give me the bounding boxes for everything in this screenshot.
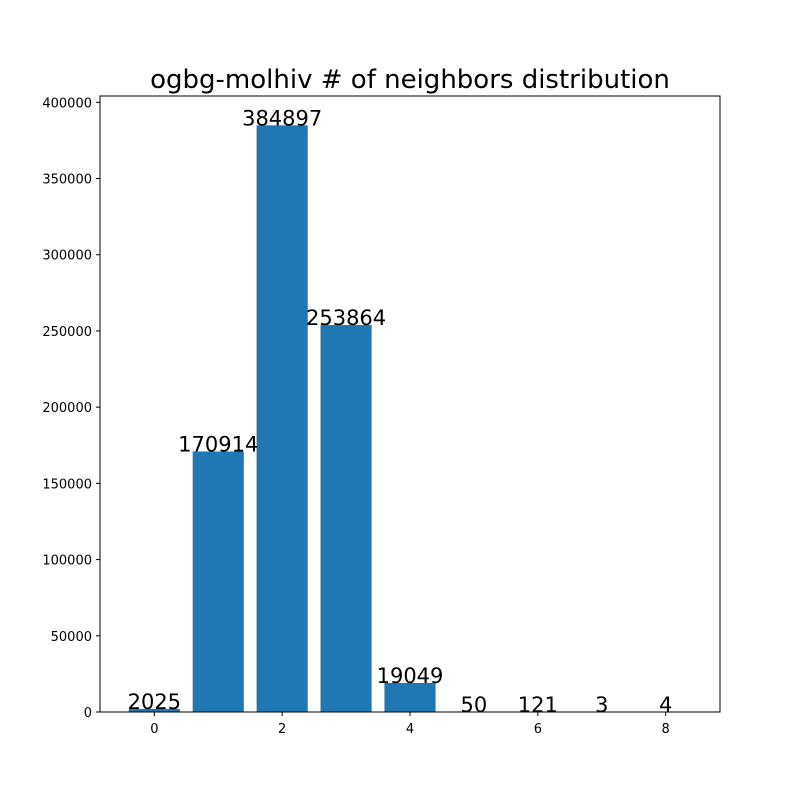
x-axis: 0 2 4 6 8 [150, 712, 670, 737]
data-label-5: 50 [461, 693, 488, 717]
y-tick-label: 100000 [42, 554, 92, 569]
x-tick-label: 2 [278, 722, 286, 737]
bar-3 [320, 325, 372, 712]
data-label-0: 2025 [128, 690, 181, 714]
y-tick-label: 350000 [42, 173, 92, 188]
bar-1 [192, 451, 244, 712]
data-label-7: 3 [595, 693, 608, 717]
y-axis: 0 50000 100000 150000 200000 250000 300000 3500… [42, 96, 100, 721]
data-label-2: 384897 [242, 106, 322, 130]
y-tick-label: 150000 [42, 477, 92, 492]
data-label-8: 4 [659, 693, 672, 717]
y-tick-label: 400000 [42, 96, 92, 111]
data-label-3: 253864 [306, 306, 386, 330]
bar-2 [256, 125, 308, 712]
bar-0 [128, 708, 180, 712]
bar-4 [384, 682, 436, 712]
y-tick-label: 200000 [42, 401, 92, 416]
data-label-4: 19049 [377, 664, 444, 688]
data-label-1: 170914 [178, 432, 258, 456]
y-tick-label: 300000 [42, 249, 92, 264]
x-tick-label: 8 [662, 722, 670, 737]
y-tick-label: 50000 [51, 630, 92, 645]
x-tick-label: 0 [150, 722, 158, 737]
chart-title: ogbg-molhiv # of neighbors distribution [150, 65, 670, 95]
bars-layer [128, 125, 692, 712]
y-tick-label: 0 [84, 706, 92, 721]
x-tick-label: 4 [406, 722, 414, 737]
y-tick-label: 250000 [42, 325, 92, 340]
x-tick-label: 6 [534, 722, 542, 737]
